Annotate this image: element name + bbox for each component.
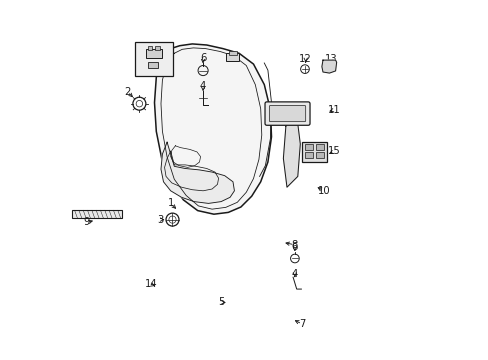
Text: 12: 12	[299, 54, 311, 64]
Text: 15: 15	[327, 146, 340, 156]
FancyBboxPatch shape	[264, 102, 309, 125]
Bar	[72, 210, 122, 218]
Bar	[305, 152, 312, 158]
Text: 4: 4	[291, 269, 297, 279]
Bar	[229, 51, 236, 55]
Polygon shape	[154, 44, 271, 214]
Text: 11: 11	[327, 105, 340, 115]
Bar	[134, 42, 172, 76]
Text: 3: 3	[157, 215, 163, 225]
Polygon shape	[161, 142, 234, 203]
Polygon shape	[283, 115, 300, 187]
Text: 4: 4	[200, 81, 206, 91]
Text: 1: 1	[167, 198, 174, 208]
Text: 2: 2	[124, 87, 130, 97]
Bar	[315, 144, 323, 150]
Text: 13: 13	[324, 54, 337, 64]
Bar	[305, 144, 312, 150]
Text: 6: 6	[200, 53, 206, 63]
Bar	[302, 142, 326, 162]
Text: 9: 9	[83, 217, 90, 228]
Text: 5: 5	[218, 297, 224, 307]
Bar	[155, 46, 159, 50]
Bar	[147, 62, 158, 68]
Text: 7: 7	[298, 319, 305, 329]
Bar	[315, 152, 323, 158]
Bar	[226, 53, 239, 61]
Bar	[148, 46, 152, 50]
Text: 14: 14	[144, 279, 157, 289]
Text: 8: 8	[291, 240, 297, 250]
Text: 6: 6	[291, 242, 298, 252]
Text: 10: 10	[317, 186, 329, 196]
FancyBboxPatch shape	[269, 105, 305, 122]
Polygon shape	[321, 60, 336, 73]
Bar	[145, 49, 162, 58]
